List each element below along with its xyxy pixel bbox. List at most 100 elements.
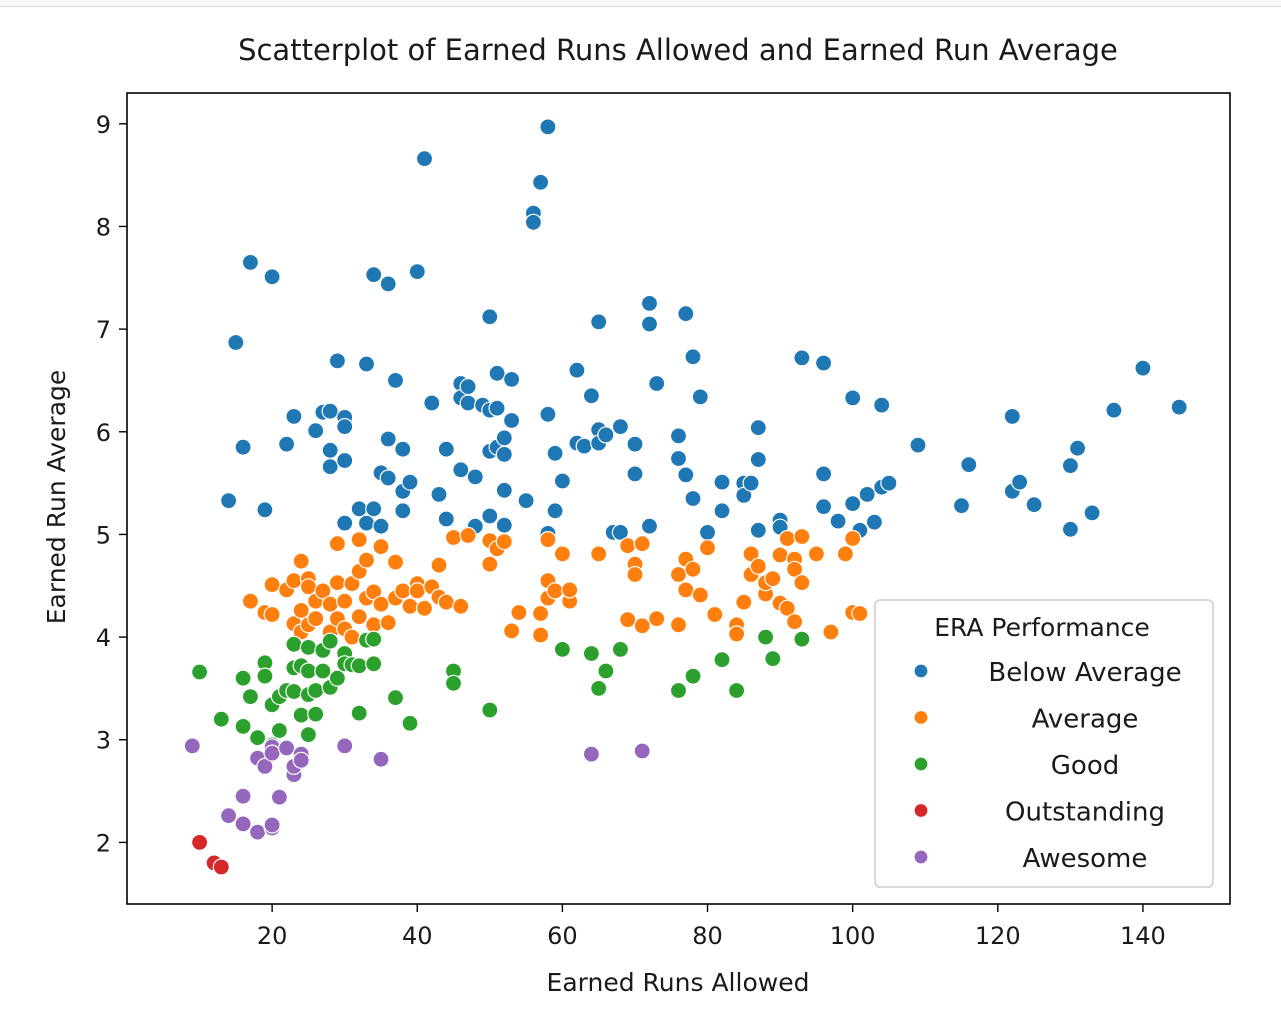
data-point bbox=[357, 514, 376, 532]
data-point bbox=[858, 485, 876, 503]
legend-label: Good bbox=[1051, 751, 1119, 781]
data-point bbox=[873, 396, 891, 414]
legend-title: ERA Performance bbox=[934, 613, 1150, 642]
data-point bbox=[582, 745, 601, 763]
data-point bbox=[379, 275, 397, 293]
data-point bbox=[343, 628, 361, 646]
data-point bbox=[611, 640, 630, 659]
data-point bbox=[307, 422, 325, 440]
data-point bbox=[633, 742, 651, 760]
data-point bbox=[234, 438, 252, 456]
data-point bbox=[836, 545, 855, 563]
data-point bbox=[321, 632, 339, 650]
data-point bbox=[408, 263, 426, 281]
data-point bbox=[386, 371, 405, 389]
data-point bbox=[444, 674, 463, 692]
data-point bbox=[691, 586, 709, 604]
data-point bbox=[379, 614, 397, 632]
data-point bbox=[415, 599, 434, 617]
data-point bbox=[328, 352, 346, 370]
data-point bbox=[1003, 407, 1021, 425]
data-point bbox=[531, 173, 550, 191]
data-point bbox=[212, 858, 230, 876]
data-point bbox=[669, 565, 688, 584]
x-tick-label: 120 bbox=[975, 922, 1021, 950]
data-point bbox=[684, 348, 702, 366]
data-point bbox=[437, 510, 455, 528]
data-point bbox=[328, 669, 346, 687]
data-point bbox=[517, 492, 535, 510]
data-point bbox=[249, 729, 267, 747]
data-point bbox=[336, 737, 354, 755]
data-point bbox=[698, 539, 717, 557]
data-point bbox=[241, 253, 259, 271]
data-point bbox=[292, 552, 310, 570]
data-point bbox=[357, 551, 376, 569]
legend-marker bbox=[913, 756, 929, 772]
data-point bbox=[510, 603, 528, 622]
data-point bbox=[350, 704, 368, 722]
data-point bbox=[263, 576, 281, 594]
y-tick-label: 3 bbox=[96, 727, 111, 755]
data-point bbox=[742, 474, 760, 492]
data-point bbox=[321, 441, 339, 459]
data-point bbox=[677, 581, 695, 599]
data-point bbox=[256, 667, 274, 685]
data-point bbox=[1134, 359, 1152, 377]
data-point bbox=[220, 807, 238, 825]
data-point bbox=[241, 592, 259, 610]
data-point bbox=[401, 714, 419, 732]
data-point bbox=[611, 523, 630, 542]
data-point bbox=[640, 517, 659, 535]
x-axis: 20 40 60 80 100 120 140 bbox=[257, 904, 1166, 950]
data-point bbox=[321, 402, 339, 420]
data-point bbox=[619, 610, 637, 629]
y-tick-label: 4 bbox=[96, 624, 111, 652]
data-point bbox=[256, 757, 274, 776]
y-tick-label: 9 bbox=[96, 111, 111, 139]
data-point bbox=[357, 355, 376, 373]
data-point bbox=[292, 601, 310, 620]
data-point bbox=[430, 556, 448, 574]
data-point bbox=[669, 449, 688, 468]
data-point bbox=[241, 687, 259, 706]
data-point bbox=[1083, 504, 1101, 522]
x-tick-label: 20 bbox=[257, 922, 288, 950]
data-point bbox=[307, 705, 325, 723]
data-point bbox=[880, 474, 898, 492]
data-point bbox=[814, 354, 833, 372]
data-point bbox=[706, 605, 724, 624]
legend-label: Outstanding bbox=[1005, 798, 1165, 828]
data-point bbox=[619, 537, 637, 555]
data-point bbox=[495, 532, 513, 551]
data-point bbox=[807, 545, 826, 563]
data-point bbox=[372, 595, 390, 613]
data-point bbox=[307, 681, 325, 700]
data-point bbox=[481, 555, 499, 573]
data-point bbox=[314, 662, 332, 680]
x-tick-label: 100 bbox=[830, 922, 876, 950]
data-point bbox=[321, 458, 339, 476]
data-point bbox=[430, 485, 448, 503]
data-point bbox=[459, 394, 477, 412]
data-point bbox=[611, 418, 630, 436]
data-point bbox=[256, 501, 274, 519]
data-point bbox=[582, 387, 601, 405]
legend-label: Average bbox=[1032, 705, 1139, 735]
data-point bbox=[909, 436, 927, 454]
data-point bbox=[285, 571, 303, 590]
data-point bbox=[299, 725, 317, 744]
data-point bbox=[415, 150, 434, 168]
data-point bbox=[328, 574, 346, 592]
data-point bbox=[1105, 401, 1123, 419]
data-point bbox=[590, 679, 608, 698]
x-axis-label: Earned Runs Allowed bbox=[547, 968, 810, 997]
data-point bbox=[597, 426, 615, 444]
data-point bbox=[648, 374, 666, 393]
legend-box bbox=[874, 599, 1214, 888]
data-point bbox=[582, 644, 601, 663]
data-point bbox=[466, 468, 484, 486]
data-point bbox=[960, 456, 978, 474]
data-point bbox=[539, 530, 557, 549]
